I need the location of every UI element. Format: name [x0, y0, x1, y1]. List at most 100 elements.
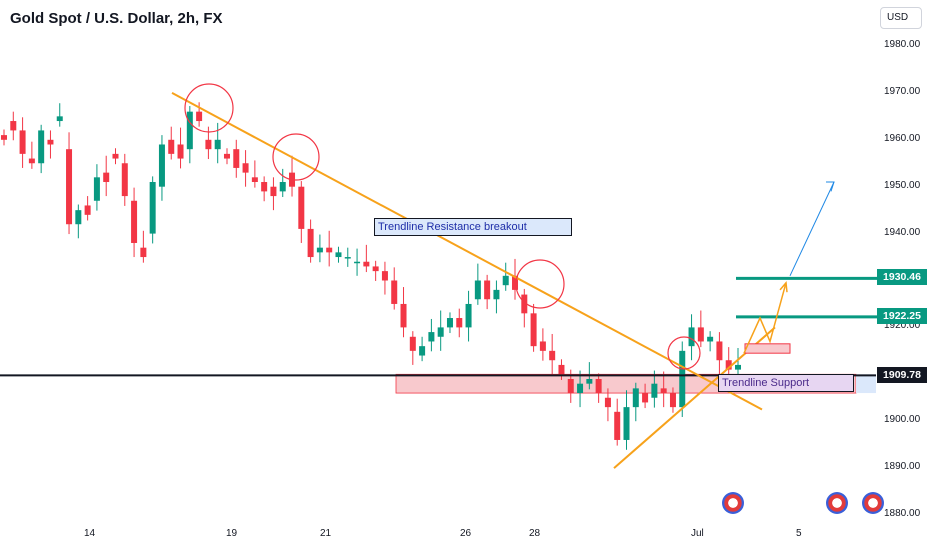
highlight-circle — [184, 83, 234, 133]
candle — [428, 332, 435, 342]
currency-selector[interactable]: USD — [880, 7, 922, 29]
candle — [28, 158, 35, 164]
candle — [10, 121, 17, 131]
candle — [456, 318, 463, 328]
resistance-trendline — [171, 92, 763, 411]
candle — [214, 139, 221, 150]
candle — [493, 289, 500, 300]
candle — [660, 388, 667, 394]
candle — [1, 135, 7, 140]
candle — [716, 341, 723, 361]
candle — [372, 266, 379, 272]
projection-path — [743, 282, 787, 354]
candle — [140, 247, 147, 258]
candle — [316, 247, 323, 253]
candle — [149, 182, 156, 234]
candle — [84, 205, 91, 215]
x-tick-label: Jul — [691, 528, 704, 539]
candle — [381, 271, 388, 281]
candle — [196, 111, 203, 122]
candle — [270, 186, 277, 197]
us-flag-icon[interactable] — [862, 492, 884, 514]
candle — [577, 383, 584, 394]
target-arrow — [789, 181, 835, 277]
candle — [261, 182, 268, 192]
candle — [307, 228, 314, 258]
highlight-circle — [667, 336, 701, 370]
candle — [419, 346, 426, 356]
candle — [409, 336, 416, 351]
candle — [326, 247, 333, 253]
candle — [233, 149, 240, 168]
candle — [651, 383, 658, 398]
candle — [549, 350, 556, 361]
candle — [186, 111, 193, 150]
candle — [697, 327, 704, 342]
y-tick-label: 1940.00 — [884, 226, 921, 238]
candle — [391, 280, 398, 304]
candle — [679, 350, 686, 408]
candle — [242, 163, 249, 173]
candle — [223, 153, 230, 159]
x-tick-label: 28 — [529, 528, 541, 539]
candle — [363, 261, 370, 267]
chart-title: Gold Spot / U.S. Dollar, 2h, FX — [10, 10, 223, 27]
candle — [400, 303, 407, 328]
candle — [567, 378, 574, 394]
candle — [474, 280, 481, 300]
candle — [632, 388, 639, 408]
candle — [66, 149, 73, 225]
projection-arrowhead — [779, 281, 788, 293]
candle — [47, 139, 54, 145]
y-tick-label: 1970.00 — [884, 85, 921, 97]
candle — [688, 327, 695, 347]
candle — [168, 139, 175, 154]
candle — [344, 257, 351, 259]
us-flag-icon[interactable] — [826, 492, 848, 514]
us-flag-icon[interactable] — [722, 492, 744, 514]
candle — [521, 294, 528, 314]
candle — [614, 411, 621, 440]
highlight-circle — [272, 133, 320, 181]
candle — [437, 327, 444, 337]
candle — [158, 144, 165, 187]
candle — [298, 186, 305, 229]
candle — [75, 210, 82, 225]
candle — [93, 177, 100, 201]
price-tag-target-1: 1930.46 — [877, 269, 927, 285]
candle — [103, 172, 110, 183]
price-tag-support: 1909.78 — [877, 367, 927, 383]
candle — [354, 261, 361, 264]
candle — [586, 378, 593, 384]
entry-box — [744, 343, 791, 354]
candle — [19, 130, 26, 154]
x-tick-label: 14 — [84, 528, 96, 539]
candle — [251, 177, 258, 183]
candle — [558, 364, 565, 375]
candle — [530, 313, 537, 347]
candle — [707, 336, 714, 342]
y-tick-label: 1920.00 — [884, 320, 921, 332]
candle — [725, 360, 732, 370]
candle — [512, 275, 519, 290]
support-label: Trendline Support — [718, 374, 854, 392]
candle — [623, 407, 630, 440]
candle — [604, 397, 611, 408]
candle — [112, 153, 119, 159]
candle — [539, 341, 546, 351]
candle — [465, 303, 472, 328]
y-tick-label: 1960.00 — [884, 132, 921, 144]
support-zone-extension — [856, 374, 876, 394]
candle — [335, 252, 342, 258]
x-tick-label: 21 — [320, 528, 332, 539]
target-arrowhead — [826, 181, 835, 192]
y-tick-label: 1880.00 — [884, 508, 921, 519]
x-tick-label: 5 — [796, 528, 802, 539]
breakout-label: Trendline Resistance breakout — [374, 218, 572, 236]
candle — [205, 139, 212, 150]
x-tick-label: 26 — [460, 528, 472, 539]
y-tick-label: 1900.00 — [884, 414, 921, 426]
candle — [279, 182, 286, 192]
